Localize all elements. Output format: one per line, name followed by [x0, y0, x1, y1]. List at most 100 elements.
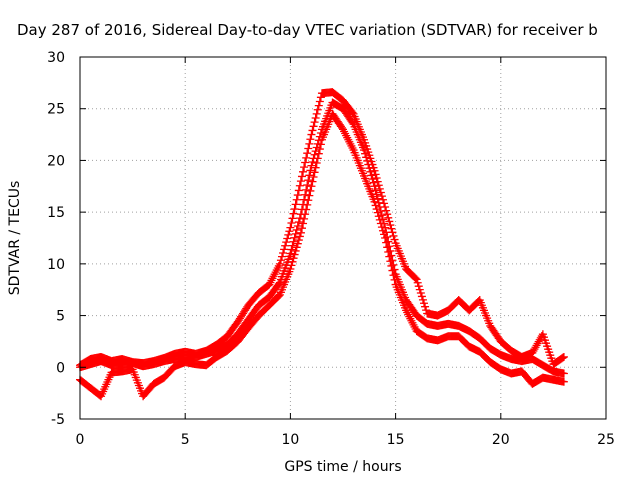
- data-point: [389, 231, 398, 240]
- data-point: [375, 215, 384, 224]
- data-point: [385, 217, 394, 226]
- data-points: [76, 88, 568, 401]
- data-point: [374, 212, 383, 221]
- data-point: [311, 163, 320, 172]
- series-1: [76, 88, 568, 370]
- data-point: [301, 190, 310, 199]
- data-point: [307, 130, 316, 139]
- y-tick-label: 5: [56, 309, 65, 325]
- data-point: [285, 227, 294, 236]
- data-point: [288, 214, 297, 223]
- data-point: [308, 177, 317, 186]
- data-point: [295, 181, 304, 190]
- data-point: [293, 191, 302, 200]
- x-tick-label: 10: [281, 432, 299, 448]
- data-point: [310, 168, 319, 177]
- data-point: [303, 200, 312, 209]
- data-point: [306, 186, 315, 195]
- data-point: [377, 192, 386, 201]
- data-point: [417, 292, 426, 301]
- data-point: [281, 241, 290, 250]
- data-point: [302, 153, 311, 162]
- data-point: [411, 274, 420, 283]
- data-point: [283, 234, 292, 243]
- data-point: [303, 149, 312, 158]
- data-point: [305, 191, 314, 200]
- data-point: [386, 221, 395, 230]
- data-point: [415, 285, 424, 294]
- data-point: [383, 243, 392, 252]
- data-point: [305, 139, 314, 148]
- data-point: [300, 214, 309, 223]
- data-point: [279, 248, 288, 257]
- data-point: [414, 282, 423, 291]
- data-point: [296, 228, 305, 237]
- x-axis-label: GPS time / hours: [284, 459, 401, 475]
- data-point: [314, 149, 323, 158]
- data-point: [315, 145, 324, 154]
- data-point: [559, 352, 568, 361]
- data-point: [284, 230, 293, 239]
- data-point: [295, 232, 304, 241]
- data-point: [559, 369, 568, 378]
- data-point: [288, 257, 297, 266]
- data-point: [290, 250, 299, 259]
- data-point: [291, 229, 300, 238]
- series-2: [76, 109, 568, 401]
- data-point: [289, 209, 298, 218]
- data-point: [371, 186, 380, 195]
- data-point: [378, 226, 387, 235]
- data-point: [302, 185, 311, 194]
- y-tick-label: 30: [47, 50, 65, 66]
- data-point: [307, 182, 316, 191]
- data-point: [369, 178, 378, 187]
- data-point: [304, 176, 313, 185]
- data-point: [315, 97, 324, 106]
- data-point: [371, 170, 380, 179]
- data-point: [380, 199, 389, 208]
- data-point: [384, 247, 393, 256]
- data-point: [558, 353, 567, 362]
- data-point: [291, 200, 300, 209]
- data-point: [309, 122, 318, 131]
- data-point: [381, 202, 390, 211]
- x-tick-label: 5: [181, 432, 190, 448]
- data-point: [277, 252, 286, 261]
- data-point: [378, 195, 387, 204]
- data-point: [387, 224, 396, 233]
- data-point: [309, 172, 318, 181]
- data-point: [368, 175, 377, 184]
- data-point: [416, 289, 425, 298]
- data-point: [294, 186, 303, 195]
- x-tick-label: 15: [387, 432, 405, 448]
- data-point: [372, 174, 381, 183]
- data-point: [310, 118, 319, 127]
- data-point: [313, 105, 322, 114]
- data-point: [367, 171, 376, 180]
- y-axis-label: SDTVAR / TECUs: [7, 181, 23, 296]
- data-point: [292, 225, 301, 234]
- data-point: [372, 205, 381, 214]
- data-point: [375, 184, 384, 193]
- data-point: [286, 223, 295, 232]
- y-tick-label: 0: [56, 360, 65, 376]
- data-point: [293, 222, 302, 231]
- data-point: [374, 181, 383, 190]
- data-point: [385, 252, 394, 261]
- data-point: [373, 208, 382, 217]
- y-axis-ticks: -5 0 5 10 15 20 25 30: [47, 50, 606, 428]
- data-point: [312, 109, 321, 118]
- data-point: [314, 101, 323, 110]
- data-point: [306, 166, 315, 175]
- data-point: [297, 224, 306, 233]
- data-point: [373, 177, 382, 186]
- data-point: [308, 157, 317, 166]
- data-point: [313, 154, 322, 163]
- y-tick-label: 25: [47, 102, 65, 118]
- data-point: [305, 171, 314, 180]
- data-point: [308, 126, 317, 135]
- data-point: [306, 135, 315, 144]
- data-point: [384, 213, 393, 222]
- data-point: [371, 201, 380, 210]
